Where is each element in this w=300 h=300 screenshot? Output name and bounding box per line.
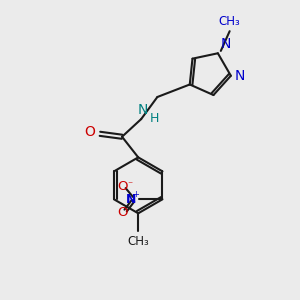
Text: H: H bbox=[149, 112, 159, 125]
Text: N: N bbox=[126, 193, 136, 206]
Text: CH₃: CH₃ bbox=[127, 235, 149, 248]
Text: O: O bbox=[85, 125, 95, 139]
Text: O: O bbox=[117, 206, 128, 219]
Text: N: N bbox=[221, 37, 231, 51]
Text: +: + bbox=[133, 190, 140, 199]
Text: N: N bbox=[234, 69, 245, 83]
Text: N: N bbox=[137, 103, 148, 117]
Text: CH₃: CH₃ bbox=[219, 15, 241, 28]
Text: O: O bbox=[117, 180, 128, 193]
Text: ⁻: ⁻ bbox=[127, 180, 132, 190]
